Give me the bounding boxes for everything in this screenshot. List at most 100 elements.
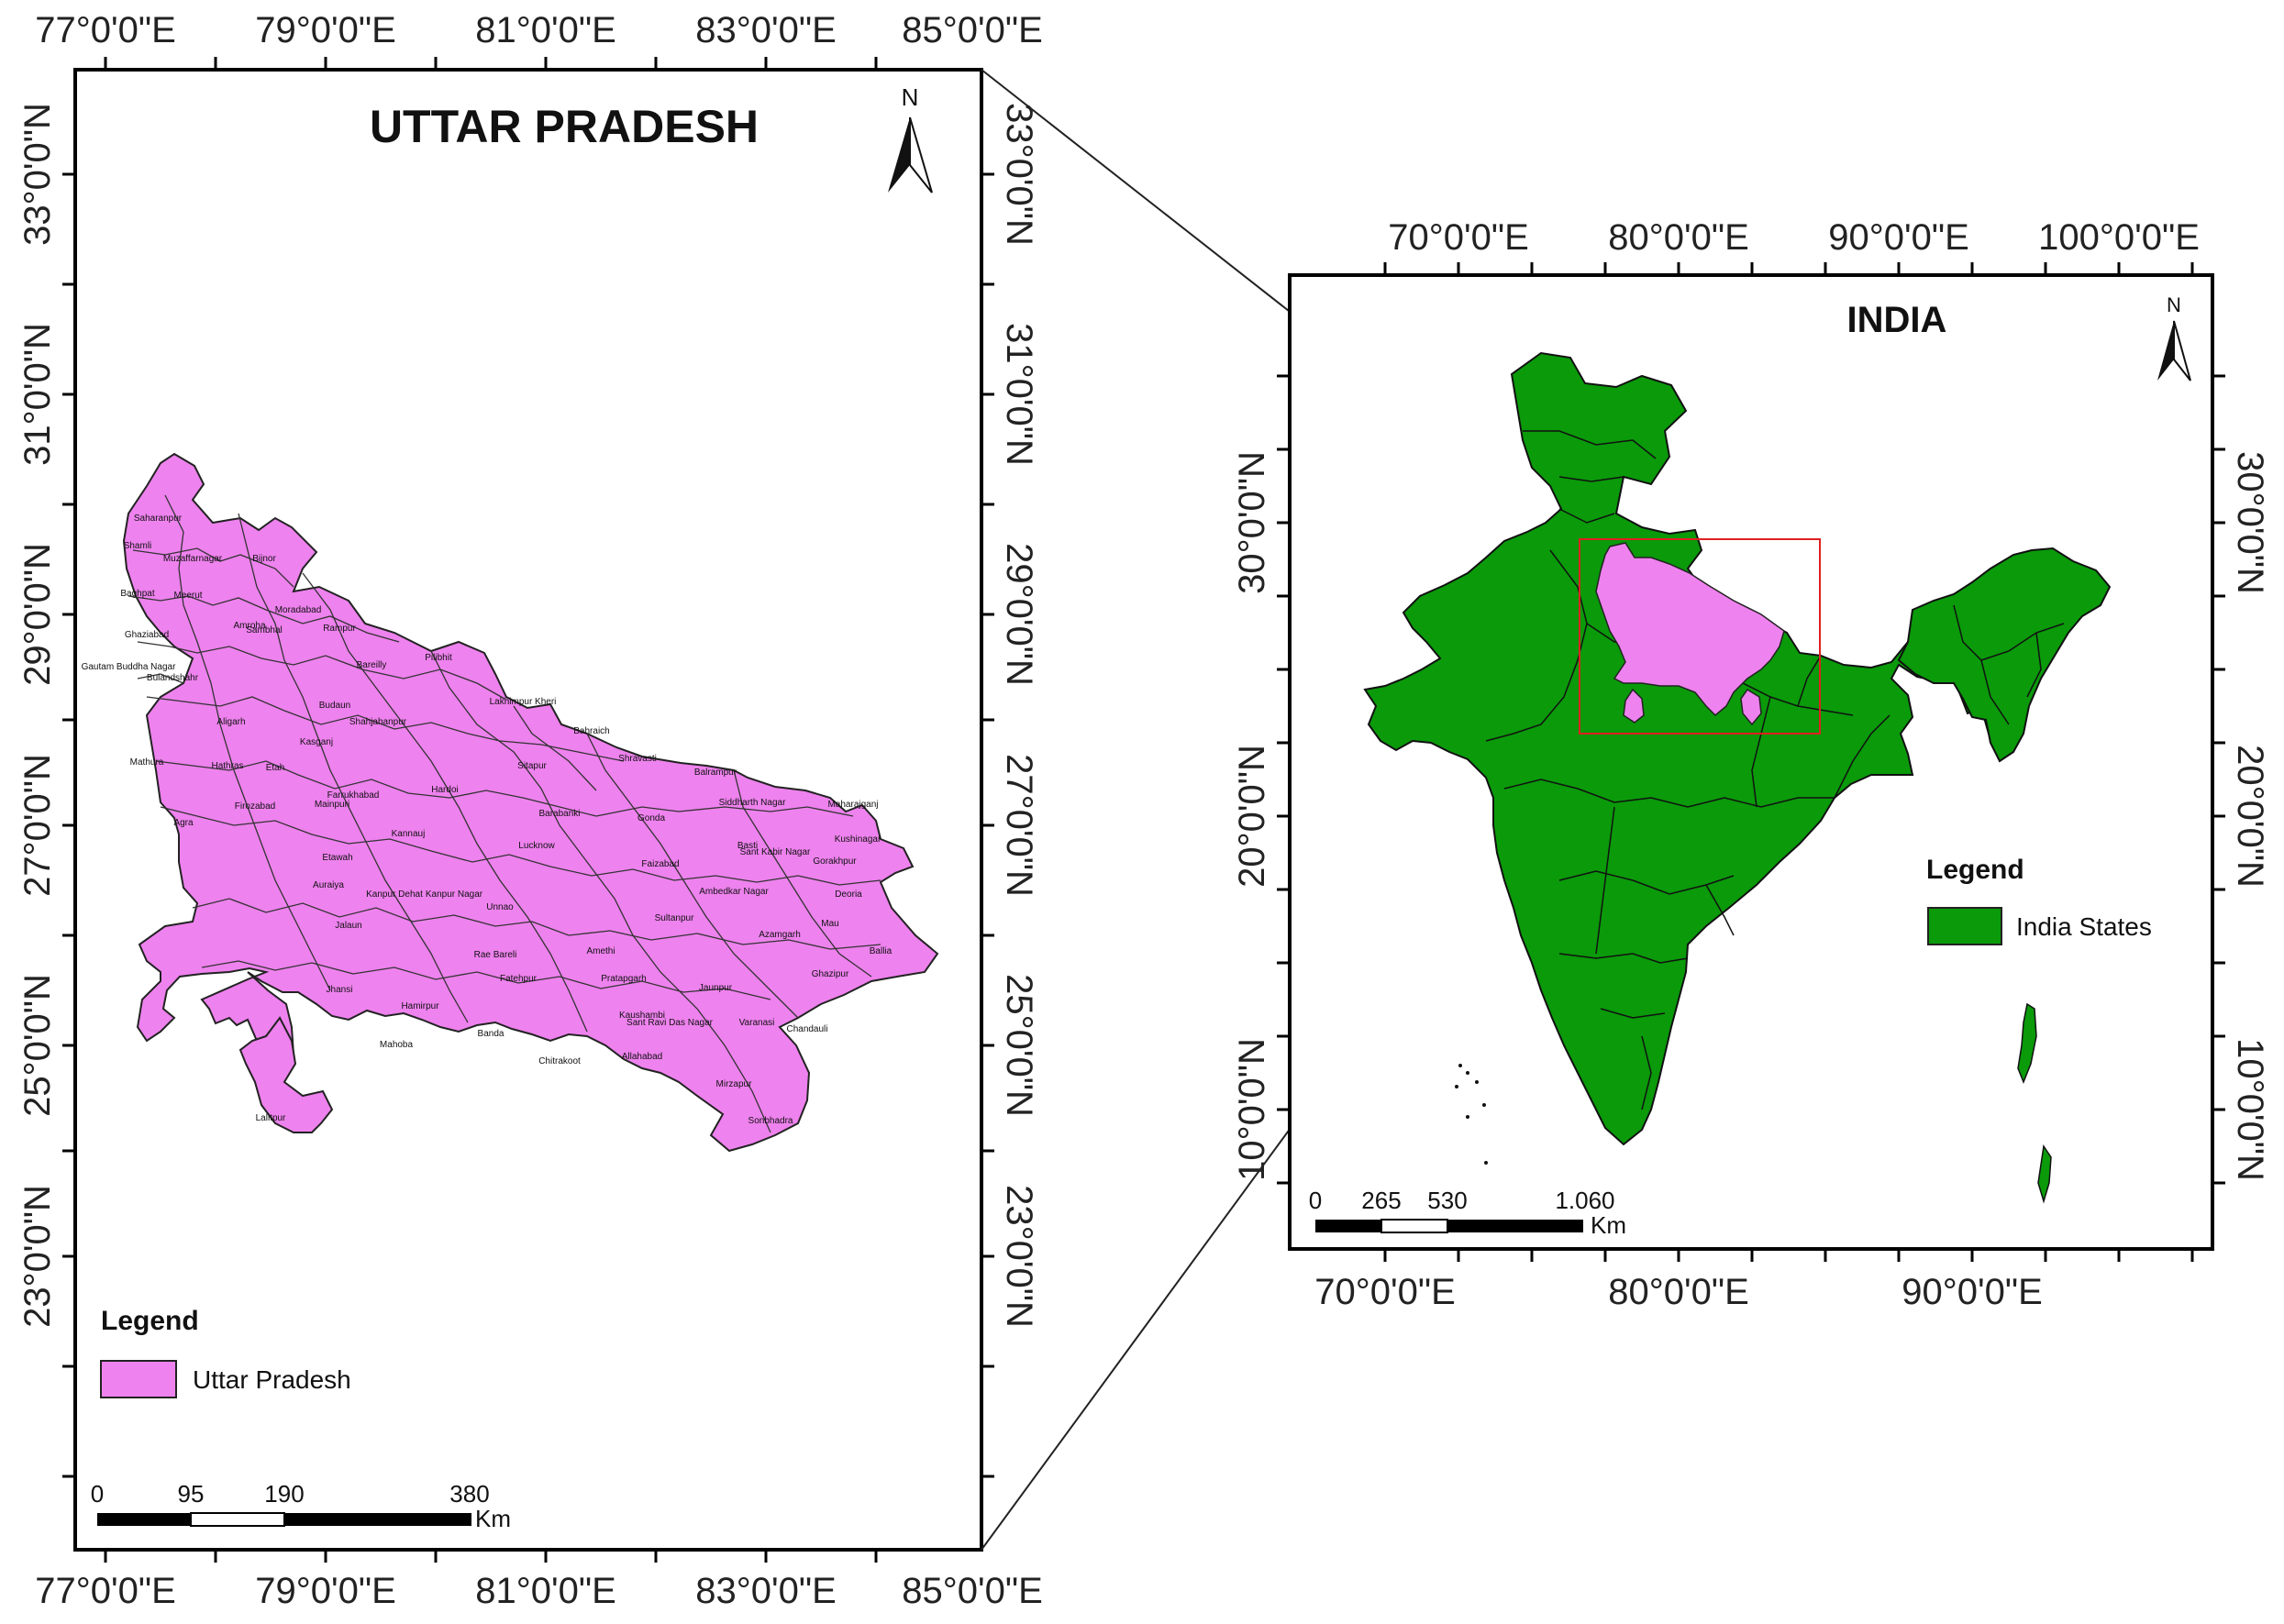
district-label: Basti [737,841,758,851]
india-lon-bottom-2: 90°0'0"E [1901,1272,2043,1312]
up-scale-tick-1: 95 [178,1480,205,1508]
district-label: Banda [478,1029,504,1039]
up-lon-top-2: 81°0'0"E [475,10,616,50]
district-label: Bahraich [573,726,609,736]
district-label: Barabanki [538,809,580,819]
district-label: Jalaun [335,921,361,931]
india-lon-top-2: 90°0'0"E [1828,217,1969,258]
district-label: Balrampur [694,768,737,778]
district-label: Shravasti [618,754,657,764]
district-label: Lakhimpur Kheri [490,697,557,707]
up-lat-right-3: 27°0'0"N [999,754,1039,897]
up-legend: Legend Uttar Pradesh [100,1306,351,1398]
india-lat-right-1: 20°0'0"N [2230,745,2270,888]
district-label: Etah [266,763,285,773]
district-label: Faizabad [641,859,679,869]
district-label: Sant Ravi Das Nagar [626,1018,714,1028]
andaman-islands [2017,1002,2052,1204]
district-label: Bijnor [252,554,276,564]
up-lon-top-1: 79°0'0"E [255,10,396,50]
district-label: Muzaffarnagar [163,554,223,564]
district-label: Budaun [319,701,350,711]
district-label: Mahoba [380,1040,414,1050]
india-scalebar: 0 265 530 1.060 Km [1309,1187,1626,1239]
district-label: Shamli [124,541,152,551]
district-label: Hathras [211,761,243,771]
up-extent-box [1579,538,1821,735]
up-highlight-sonbhadra-shape [1740,688,1762,726]
up-legend-swatch [100,1360,177,1398]
district-label: Baghpat [120,589,154,599]
district-label: Sant Kabir Nagar [740,847,811,857]
up-lat-right-4: 25°0'0"N [999,974,1039,1117]
district-label: Bareilly [357,660,387,670]
district-label: Farrukhabad [327,790,380,801]
district-label: Deoria [835,889,862,900]
district-label: Chandauli [786,1024,827,1034]
india-scale-tick-2: 530 [1427,1187,1467,1214]
up-north-label: N [902,83,919,111]
district-label: Azamgarh [759,930,801,940]
up-highlight-shape [1595,542,1785,717]
up-lat-left-5: 23°0'0"N [17,1185,58,1328]
up-lon-bottom-4: 85°0'0"E [902,1571,1043,1611]
district-label: Kanpur Dehat [366,889,423,900]
district-label: Mainpuri [315,800,349,810]
up-lat-left-2: 29°0'0"N [17,543,58,686]
up-legend-title: Legend [101,1306,199,1336]
district-label: Mirzapur [716,1079,753,1089]
up-lat-left-3: 27°0'0"N [17,754,58,897]
district-label: Rampur [323,624,356,634]
india-lat-right-0: 30°0'0"N [2230,451,2270,594]
district-label: Gorakhpur [813,856,857,867]
india-map-panel: 70°0'0"E 80°0'0"E 90°0'0"E 100°0'0"E 70°… [1232,217,2270,1312]
district-label: Ballia [870,946,893,956]
district-label: Ghaziabad [125,630,169,640]
up-lon-top-4: 85°0'0"E [902,10,1043,50]
district-label: Chitrakoot [538,1056,581,1066]
india-lat-left-2: 10°0'0"N [1232,1038,1272,1181]
up-scalebar: 0 95 190 380 Km [91,1480,511,1532]
india-map-title: INDIA [1847,300,1947,340]
up-ticks [62,57,994,1563]
district-label: Sitapur [517,761,547,771]
up-lat-right-1: 31°0'0"N [999,323,1039,466]
district-label: Allahabad [622,1052,662,1062]
district-label: Kaushambi [619,1011,665,1021]
district-label: Ambedkar Nagar [699,887,769,897]
district-label: Bulandshahr [147,673,199,683]
up-lat-left-0: 33°0'0"N [17,103,58,246]
india-lon-bottom-1: 80°0'0"E [1608,1272,1749,1312]
northeast-india-shape [1897,547,2112,763]
up-lat-right-0: 33°0'0"N [999,103,1039,246]
district-label: Hamirpur [401,1001,439,1011]
lakshadweep-islands [1455,1064,1488,1165]
north-arrow-icon [2157,321,2174,381]
india-legend: Legend India States [1926,855,2152,945]
district-label: Mathura [130,757,164,768]
district-label: Etawah [322,853,352,863]
district-label: Moradabad [275,605,322,615]
up-lon-top-0: 77°0'0"E [35,10,176,50]
district-label: Aligarh [216,717,245,727]
up-lon-bottom-1: 79°0'0"E [255,1571,396,1611]
up-map-panel: 77°0'0"E 79°0'0"E 81°0'0"E 83°0'0"E 85°0… [17,10,1043,1611]
india-lon-top-3: 100°0'0"E [2038,217,2200,258]
district-label: Jhansi [327,985,353,995]
district-label: Gautam Buddha Nagar [82,662,177,672]
uttar-pradesh-shape [122,452,939,1153]
district-label: Agra [173,818,194,828]
district-label: Sultanpur [655,913,694,923]
district-label: Kasganj [300,737,333,747]
up-scale-tick-2: 190 [264,1480,304,1508]
district-label: Siddharth Nagar [719,798,786,808]
north-arrow-icon [888,117,910,193]
district-label: Sambhal [246,625,282,635]
up-map-title: UTTAR PRADESH [370,101,759,152]
india-state-boundaries [1485,430,2065,1110]
up-lon-bottom-2: 81°0'0"E [475,1571,616,1611]
india-lat-left-1: 20°0'0"N [1232,745,1272,888]
district-label: Amroha [233,621,265,631]
up-lon-bottom-0: 77°0'0"E [35,1571,176,1611]
district-label: Rae Bareli [474,950,517,960]
